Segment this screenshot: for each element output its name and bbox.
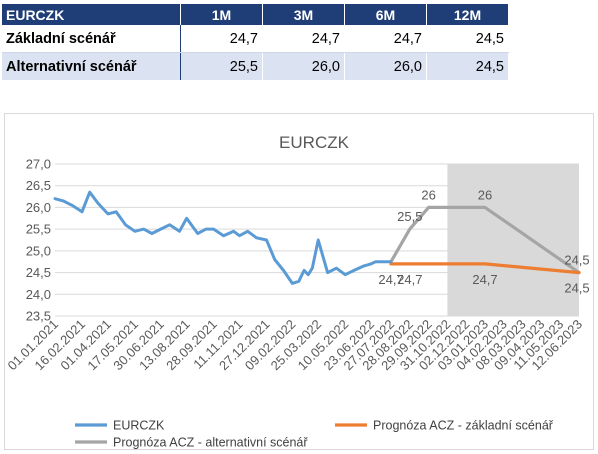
y-tick-label: 24,0	[26, 287, 51, 302]
data-label: 24,5	[564, 281, 589, 296]
row-label: Základní scénář	[2, 25, 181, 53]
table-cell: 26,0	[262, 52, 345, 80]
table-cell: 24,7	[344, 25, 427, 53]
data-label: 24,5	[564, 253, 589, 268]
y-tick-label: 26,0	[26, 200, 51, 215]
table-header-cell: 12M	[426, 4, 509, 25]
table-header-row: EURCZK 1M 3M 6M 12M	[2, 4, 509, 25]
data-label: 24,7	[378, 272, 403, 287]
y-tick-label: 24,5	[26, 265, 51, 280]
table-row: Základní scénář 24,7 24,7 24,7 24,5	[2, 25, 509, 53]
legend-base-scenario-label: Prognóza ACZ - základní scénář	[373, 419, 554, 433]
table-header-cell: 6M	[344, 4, 427, 25]
eurczk-series-line	[53, 190, 393, 285]
y-tick-label: 23,5	[26, 309, 51, 324]
table-cell: 25,5	[180, 52, 263, 80]
table-cell: 24,5	[426, 25, 509, 53]
y-tick-label: 25,0	[26, 243, 51, 258]
row-label: Alternativní scénář	[2, 52, 181, 80]
forecast-table: EURCZK 1M 3M 6M 12M Základní scénář 24,7…	[2, 4, 509, 80]
alt-scenario-line	[389, 205, 581, 275]
table-cell: 24,7	[180, 25, 263, 53]
table-cell: 24,5	[426, 52, 509, 80]
y-tick-label: 27,0	[26, 157, 51, 172]
data-label: 26	[478, 187, 492, 202]
legend-alt-scenario-label: Prognóza ACZ - alternativní scénář	[113, 436, 308, 450]
data-label: 24,7	[472, 272, 497, 287]
y-tick-label: 25,5	[26, 222, 51, 237]
table-header-cell: EURCZK	[2, 4, 181, 25]
table-cell: 26,0	[344, 52, 427, 80]
legend-eurczk-label: EURCZK	[113, 419, 165, 433]
base-scenario-line	[389, 262, 581, 275]
table-header-cell: 3M	[262, 4, 345, 25]
line-chart: 23,524,024,525,025,526,026,527,001.01.20…	[5, 133, 590, 450]
table-cell: 24,7	[262, 25, 345, 53]
data-label: 25,5	[397, 209, 422, 224]
chart-frame: 23,5 24,0 24,5 25,0 25,5 26,0 26,5 27,0 01.01.20…	[4, 113, 594, 450]
forecast-shaded-region	[447, 164, 579, 316]
data-label: 26	[421, 187, 435, 202]
y-tick-label: 26,5	[26, 178, 51, 193]
table-header-cell: 1M	[180, 4, 263, 25]
chart-title: EURCZK	[279, 133, 350, 152]
table-row: Alternativní scénář 25,5 26,0 26,0 24,5	[2, 52, 509, 80]
data-label: 24,7	[397, 272, 422, 287]
